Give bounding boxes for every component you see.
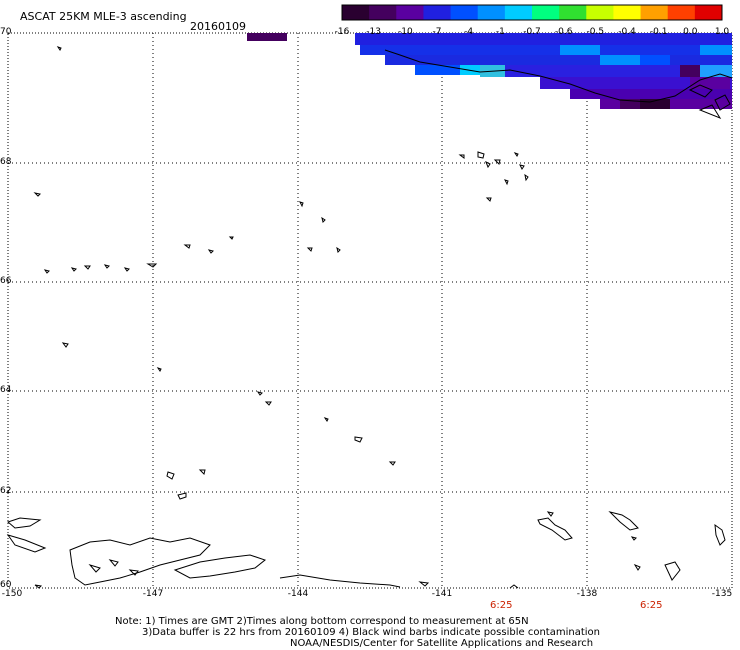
lat-label-60: 60 bbox=[0, 580, 12, 590]
colorbar-swatch bbox=[694, 5, 723, 20]
colorbar-tick-label: -0.4 bbox=[618, 27, 636, 37]
coastline-southeast bbox=[537, 511, 726, 581]
lat-label-68: 68 bbox=[0, 157, 12, 167]
graticule bbox=[8, 33, 732, 588]
note-line-3: NOAA/NESDIS/Center for Satellite Applica… bbox=[290, 638, 594, 649]
lon-label-141: -141 bbox=[431, 589, 453, 599]
colorbar-tick-label: -16 bbox=[334, 27, 350, 37]
colorbar-swatch bbox=[640, 5, 669, 20]
colorbar-tick-label: -13 bbox=[366, 27, 381, 37]
coastline-south bbox=[6, 517, 519, 589]
note-line-1: Note: 1) Times are GMT 2)Times along bot… bbox=[115, 616, 529, 627]
colorbar-frame bbox=[341, 4, 723, 21]
lon-label-135: -135 bbox=[711, 589, 733, 599]
colorbar-tick-label: -10 bbox=[397, 27, 413, 37]
coastline-islands bbox=[688, 84, 731, 120]
colorbar-swatch bbox=[532, 5, 560, 20]
colorbar-tick-label: -7 bbox=[432, 27, 442, 37]
colorbar bbox=[341, 4, 723, 21]
lon-label-144: -144 bbox=[287, 589, 309, 599]
ascat-swath bbox=[355, 33, 732, 109]
lat-label-70: 70 bbox=[0, 27, 12, 37]
colorbar-swatch bbox=[586, 5, 614, 20]
colorbar-swatch bbox=[613, 5, 642, 20]
colorbar-swatch bbox=[477, 5, 506, 20]
note-line-2: 3)Data buffer is 22 hrs from 20160109 4)… bbox=[142, 627, 600, 638]
lon-label-138: -138 bbox=[576, 589, 598, 599]
colorbar-swatch bbox=[396, 5, 424, 20]
lat-label-64: 64 bbox=[0, 385, 12, 395]
colorbar-swatch bbox=[369, 5, 397, 20]
colorbar-swatch bbox=[423, 5, 452, 20]
time-label-1: 6:25 bbox=[490, 600, 513, 611]
colorbar-swatch bbox=[667, 5, 696, 20]
colorbar-tick-label: -4 bbox=[464, 27, 474, 37]
colorbar-tick-label: 0.0 bbox=[683, 27, 698, 37]
colorbar-tick-label: -1 bbox=[495, 27, 505, 37]
colorbar-tick-label: -0.6 bbox=[554, 27, 573, 37]
time-label-2: 6:25 bbox=[640, 600, 663, 611]
lon-label-150: -150 bbox=[1, 589, 23, 599]
colorbar-swatch bbox=[559, 5, 587, 20]
lat-label-66: 66 bbox=[0, 276, 12, 286]
colorbar-tick-label: -0.5 bbox=[586, 27, 605, 37]
coastline-north bbox=[384, 49, 733, 103]
map-frame bbox=[7, 32, 733, 589]
lat-label-62: 62 bbox=[0, 486, 12, 496]
colorbar-tick-label: -0.7 bbox=[523, 27, 541, 37]
lakes bbox=[33, 46, 529, 500]
chart-title: ASCAT 25KM MLE-3 ascending bbox=[20, 10, 187, 23]
chart-date: 20160109 bbox=[190, 20, 246, 33]
colorbar-tick-label: 1.0 bbox=[714, 27, 730, 37]
colorbar-tick-label: -0.1 bbox=[649, 27, 668, 37]
colorbar-swatch bbox=[342, 5, 370, 20]
colorbar-swatch bbox=[504, 5, 533, 20]
lon-label-147: -147 bbox=[142, 589, 164, 599]
colorbar-swatch bbox=[450, 5, 479, 20]
swath-patch-top bbox=[247, 33, 287, 41]
